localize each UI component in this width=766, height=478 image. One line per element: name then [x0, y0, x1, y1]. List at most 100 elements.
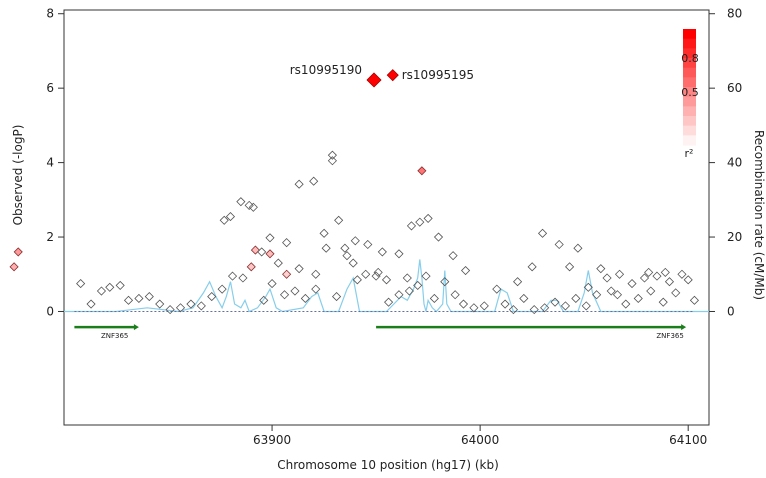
snp-point: [633, 293, 643, 304]
snp-point: [614, 269, 625, 279]
snp-point: [361, 269, 371, 279]
snp-point: [265, 233, 275, 243]
legend-swatch: [683, 116, 696, 127]
snp-point: [500, 299, 510, 309]
gene-arrow-head: [681, 324, 687, 331]
snp-point: [406, 221, 417, 231]
x-axis-title: Chromosome 10 position (hg17) (kb): [277, 458, 499, 472]
snp-point: [417, 166, 427, 176]
snp-point: [652, 271, 662, 281]
gene-arrow-head: [133, 324, 139, 331]
snp-point: [144, 292, 154, 302]
snp-point: [627, 278, 637, 289]
gene-label: ZNF365: [656, 332, 683, 340]
gene-label: ZNF365: [101, 332, 128, 340]
snp-point: [394, 290, 404, 300]
snp-point: [479, 301, 489, 311]
snp-point: [290, 286, 300, 296]
legend-swatch: [683, 87, 696, 98]
snp-point: [348, 258, 358, 268]
y-tick-label: 0: [46, 304, 54, 318]
snp-point: [421, 271, 431, 281]
snp-point: [646, 286, 656, 296]
y-tick-label: 4: [46, 156, 54, 170]
snp-point: [386, 69, 399, 82]
legend-swatch: [683, 135, 696, 146]
snp-point: [246, 262, 256, 272]
snp-point: [86, 299, 96, 309]
snp-point: [571, 293, 581, 304]
snp-point: [105, 282, 115, 292]
x-tick-label: 63900: [253, 433, 291, 447]
snp-point: [279, 290, 290, 300]
snp-point: [550, 297, 560, 307]
snp-point: [377, 247, 387, 257]
snp-point: [340, 243, 350, 253]
snp-point: [683, 275, 693, 285]
snp-point: [331, 292, 342, 302]
snp-point: [612, 290, 623, 300]
snp-point: [259, 295, 269, 305]
y-tick-label: 8: [46, 7, 54, 21]
snp-point: [267, 278, 277, 289]
snp-point: [244, 200, 254, 210]
snp-point: [596, 264, 606, 274]
snp-point: [217, 284, 227, 294]
legend-swatch: [683, 58, 696, 69]
snp-point: [282, 238, 292, 248]
snp-point: [257, 247, 267, 257]
snp-point: [321, 243, 331, 253]
snp-point: [458, 299, 469, 309]
y2-tick-label: 20: [727, 230, 742, 244]
snp-point: [219, 215, 229, 225]
snp-point: [560, 301, 571, 311]
snp-point: [621, 299, 631, 309]
snp-point: [342, 251, 352, 261]
snp-point: [294, 179, 304, 189]
y-tick-label: 6: [46, 81, 54, 95]
snp-point: [664, 277, 675, 287]
snp-point: [492, 284, 502, 294]
recombination-rate-line: [64, 259, 709, 313]
snp-point: [13, 247, 23, 257]
snp-annotations: rs10995190 rs10995195: [290, 63, 474, 82]
snp-point: [508, 305, 518, 315]
snp-point: [282, 269, 292, 279]
snp-point: [327, 156, 337, 166]
recombination-line: [64, 259, 709, 313]
legend-tick-label: 0.8: [681, 52, 699, 65]
legend-swatch: [683, 29, 696, 40]
legend-swatch: [683, 106, 696, 117]
snp-point: [352, 275, 362, 285]
snp-point: [123, 295, 134, 305]
snp-point: [554, 239, 564, 250]
snp-point: [227, 271, 238, 281]
snp-point: [565, 262, 575, 272]
snp-point: [583, 282, 593, 292]
snp-point: [334, 215, 344, 225]
snp-point: [540, 303, 550, 313]
plot-frame: [63, 9, 710, 426]
snp-point: [537, 228, 548, 238]
snp-label: rs10995195: [402, 68, 474, 82]
snp-point: [363, 239, 373, 250]
snp-point: [225, 212, 236, 222]
snp-point: [186, 299, 196, 309]
snp-point: [519, 293, 529, 304]
snp-point: [373, 267, 383, 277]
snp-point: [134, 293, 144, 304]
snp-point: [433, 232, 444, 242]
legend-swatch: [683, 125, 696, 136]
bottom-axis: 63900 64000 64100: [253, 425, 707, 447]
snp-point: [366, 72, 382, 88]
snp-point: [660, 267, 670, 277]
y-tick-label: 2: [46, 230, 54, 244]
snp-point: [413, 280, 423, 290]
left-axis: 0 2 4 6 8: [46, 7, 64, 318]
snp-point: [115, 280, 125, 290]
y2-tick-label: 60: [727, 81, 742, 95]
snp-point: [469, 303, 479, 313]
snp-point: [529, 305, 539, 315]
snp-point: [236, 197, 246, 207]
snp-point: [350, 236, 360, 246]
